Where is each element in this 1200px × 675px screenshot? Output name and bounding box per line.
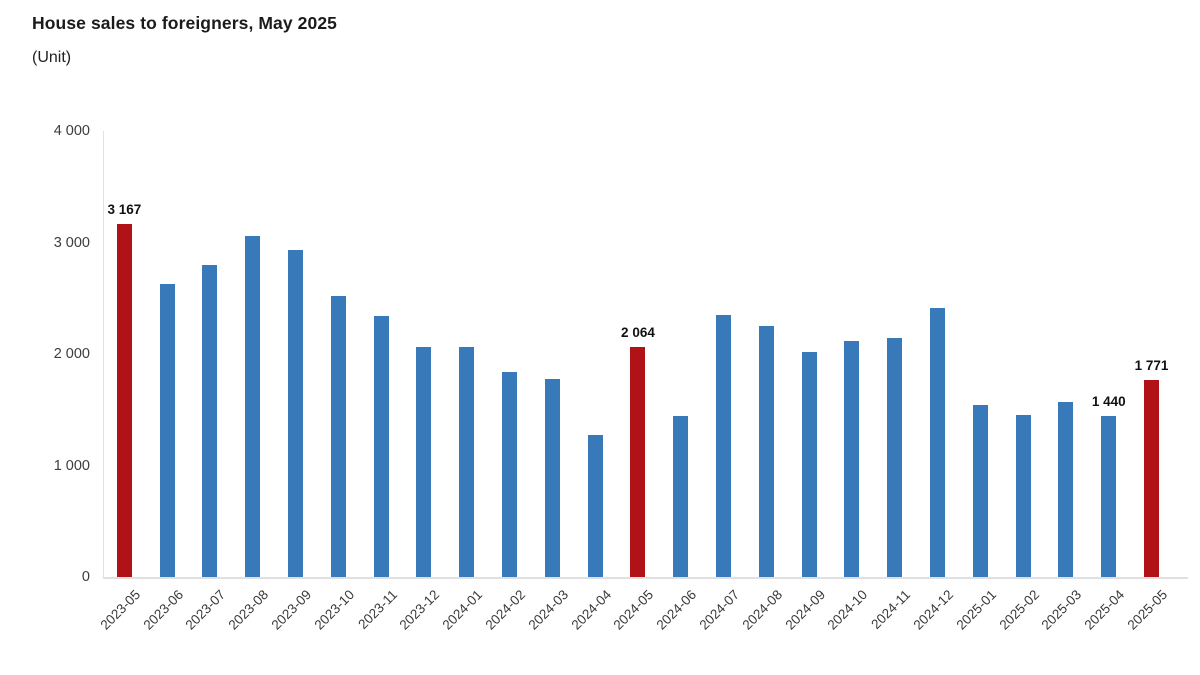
x-tick-label-2023-08: 2023-08 — [225, 587, 272, 633]
bar-slot-2024-12: 2024-12 — [911, 131, 959, 633]
bar-slot-2024-03: 2024-03 — [525, 131, 574, 633]
x-tick-label-2024-05: 2024-05 — [610, 587, 657, 633]
bar-slot-2024-10: 2024-10 — [825, 131, 874, 633]
x-tick-label-2025-02: 2025-02 — [996, 587, 1042, 633]
bar-2024-01 — [459, 346, 475, 577]
bar-slot-2023-07: 2023-07 — [183, 131, 232, 633]
bar-2024-05 — [630, 346, 646, 577]
x-tick-label-2024-01: 2024-01 — [439, 587, 486, 633]
bar-slot-2024-06: 2024-06 — [654, 131, 702, 633]
bar-2024-11 — [887, 337, 903, 577]
x-tick-label-2024-02: 2024-02 — [482, 587, 529, 633]
bar-slot-2025-04: 1 440 2025-04 — [1082, 131, 1130, 632]
bar-slot-2024-07: 2024-07 — [697, 131, 745, 633]
bar-2023-10 — [330, 295, 346, 577]
x-tick-label-2025-03: 2025-03 — [1038, 587, 1085, 633]
bar-2025-02 — [1015, 415, 1031, 577]
x-tick-label-2024-12: 2024-12 — [910, 587, 957, 633]
bar-2024-09 — [801, 351, 817, 577]
x-tick-label-2024-04: 2024-04 — [568, 587, 614, 633]
bar-slot-2023-12: 2023-12 — [397, 131, 446, 633]
bar-slot-2023-08: 2023-08 — [226, 131, 274, 633]
bar-slot-2023-10: 2023-10 — [311, 131, 360, 633]
bar-slot-2025-02: 2025-02 — [996, 131, 1045, 633]
bar-slot-2023-05: 3 167 2023-05 — [97, 131, 146, 633]
y-tick-label: 4 000 — [53, 123, 90, 139]
bar-2024-04 — [587, 435, 603, 577]
x-tick-label-2023-10: 2023-10 — [311, 587, 357, 633]
y-tick-label: 2 000 — [53, 346, 90, 362]
x-tick-label-2024-11: 2024-11 — [868, 587, 914, 632]
bar-2024-02 — [502, 371, 518, 577]
bar-value-label-2025-04: 1 440 — [1091, 394, 1126, 410]
bar-slot-2024-09: 2024-09 — [782, 131, 831, 633]
bar-slot-2023-06: 2023-06 — [140, 131, 189, 633]
bar-slot-2025-03: 2025-03 — [1039, 131, 1088, 633]
x-tick-label-2025-05: 2025-05 — [1124, 587, 1171, 633]
x-tick-label-2024-07: 2024-07 — [696, 587, 743, 633]
chart-title: House sales to foreigners, May 2025 — [32, 13, 338, 33]
bar-2025-01 — [972, 405, 988, 577]
y-tick-label: 3 000 — [53, 234, 90, 251]
bar-slot-2024-04: 2024-04 — [568, 131, 617, 633]
x-tick-label-2023-06: 2023-06 — [140, 587, 186, 633]
bar-slot-2024-08: 2024-08 — [739, 131, 788, 633]
x-tick-label-2025-04: 2025-04 — [1081, 587, 1128, 633]
bar-slot-2024-05: 2 064 2024-05 — [611, 131, 660, 633]
x-axis-baseline — [103, 577, 1188, 579]
bar-slot-2024-11: 2024-11 — [868, 131, 916, 632]
chart-unit-subtitle: (Unit) — [32, 49, 72, 66]
bar-2024-12 — [930, 308, 946, 577]
x-tick-label-2024-10: 2024-10 — [824, 587, 871, 633]
plot-area: 3 167 2023-05 2023-06 2023-07 2023-08 2023-09… — [97, 131, 1173, 633]
x-tick-label-2024-06: 2024-06 — [653, 587, 700, 633]
x-tick-label-2023-11: 2023-11 — [354, 587, 400, 632]
bar-slot-2024-01: 2024-01 — [440, 131, 488, 633]
x-tick-label-2023-07: 2023-07 — [182, 587, 229, 633]
x-tick-label-2024-08: 2024-08 — [739, 587, 785, 633]
x-tick-label-2023-05: 2023-05 — [97, 587, 144, 633]
x-tick-label-2025-01: 2025-01 — [953, 587, 999, 633]
bar-value-label-2023-05: 3 167 — [107, 201, 142, 217]
bar-2023-08 — [245, 236, 261, 577]
bar-2023-06 — [159, 284, 175, 577]
bar-2024-06 — [673, 416, 689, 577]
bar-2023-07 — [202, 265, 218, 577]
bars-row: 3 167 2023-05 2023-06 2023-07 2023-08 2023-09… — [97, 131, 1173, 633]
bar-2025-05 — [1144, 379, 1160, 577]
bar-slot-2023-11: 2023-11 — [355, 131, 403, 632]
bar-2024-08 — [758, 325, 774, 577]
bar-2024-10 — [844, 340, 860, 577]
bar-2023-11 — [373, 316, 389, 577]
bar-2023-12 — [416, 347, 432, 577]
bar-2023-09 — [288, 250, 304, 577]
bar-slot-2025-01: 2025-01 — [953, 131, 1002, 633]
bar-2025-03 — [1058, 401, 1074, 577]
bar-slot-2025-05: 1 771 2025-05 — [1124, 131, 1173, 633]
y-tick-label: 1 000 — [53, 457, 90, 474]
bar-slot-2023-09: 2023-09 — [269, 131, 317, 633]
bar-slot-2024-02: 2024-02 — [483, 131, 531, 633]
bar-2025-04 — [1101, 416, 1117, 577]
y-tick-label: 0 — [81, 569, 90, 585]
bar-2024-03 — [544, 379, 560, 577]
bar-value-label-2025-05: 1 771 — [1134, 357, 1169, 373]
x-tick-label-2024-03: 2024-03 — [525, 587, 571, 633]
x-tick-label-2023-09: 2023-09 — [268, 587, 315, 633]
x-tick-label-2023-12: 2023-12 — [396, 587, 443, 633]
y-axis-line — [103, 131, 104, 577]
y-axis: 4 000 3 000 2 000 1 000 0 — [0, 123, 90, 585]
x-tick-label-2024-09: 2024-09 — [782, 587, 828, 633]
bar-2024-07 — [716, 315, 732, 577]
bar-value-label-2024-05: 2 064 — [621, 324, 655, 340]
bar-2023-05 — [116, 223, 132, 577]
